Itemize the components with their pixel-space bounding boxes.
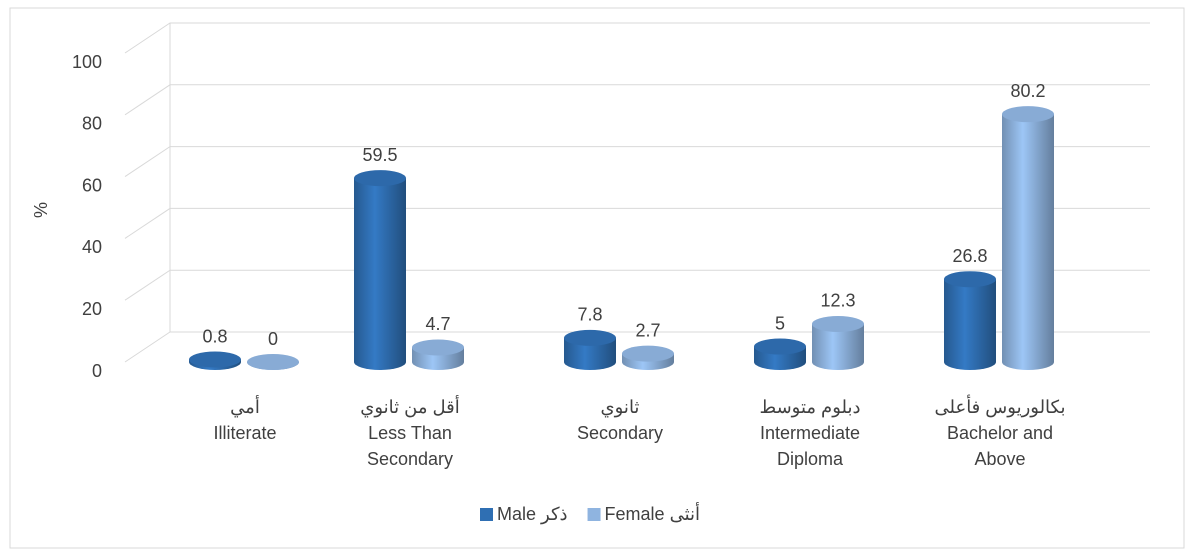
bar-top — [354, 170, 406, 187]
bar-body — [944, 279, 996, 370]
bar-top — [622, 345, 674, 362]
grid-line — [124, 84, 1150, 116]
data-label: 2.7 — [635, 320, 660, 340]
bar — [564, 329, 616, 370]
bar — [189, 351, 241, 370]
bar-top — [754, 338, 806, 355]
y-tick-label: 100 — [72, 52, 102, 72]
x-tick-label: Diploma — [777, 449, 844, 469]
bar-body — [564, 337, 616, 370]
data-label: 80.2 — [1010, 81, 1045, 101]
bar-top — [247, 354, 299, 370]
legend-label: Female أنثى — [605, 502, 700, 524]
x-tick-label: بكالوريوس فأعلى — [935, 394, 1066, 418]
grid-line — [124, 22, 1150, 54]
bar-top — [564, 329, 616, 346]
legend-label: Male ذكر — [497, 504, 568, 525]
legend-swatch — [587, 508, 601, 521]
x-tick-label: Above — [974, 449, 1025, 469]
data-label: 5 — [775, 313, 785, 333]
bar-top — [944, 271, 996, 288]
bar-top — [412, 339, 464, 356]
bar — [944, 271, 996, 370]
x-tick-label: دبلوم متوسط — [760, 397, 861, 418]
bar-top — [1002, 106, 1054, 123]
y-tick-label: 40 — [82, 237, 102, 257]
bar-top — [812, 315, 864, 332]
x-tick-label: أمي — [230, 395, 260, 417]
grid-line — [124, 269, 1150, 301]
bar-body — [1002, 114, 1054, 370]
x-tick-label: ثانوي — [601, 397, 640, 418]
bar — [622, 345, 674, 370]
data-label: 7.8 — [577, 305, 602, 325]
data-label: 0.8 — [202, 326, 227, 346]
bar — [354, 170, 406, 370]
bar — [754, 338, 806, 370]
data-label: 4.7 — [425, 314, 450, 334]
bar-top — [189, 351, 241, 368]
x-tick-label: Bachelor and — [947, 423, 1053, 443]
grid-line — [124, 146, 1150, 178]
grid-line — [124, 207, 1150, 239]
x-tick-label: Less Than — [368, 423, 452, 443]
bar-body — [812, 323, 864, 370]
bar — [247, 354, 299, 370]
y-tick-label: 60 — [82, 175, 102, 195]
data-label: 12.3 — [820, 291, 855, 311]
bar-body — [354, 178, 406, 370]
x-tick-label: Intermediate — [760, 423, 860, 443]
data-label: 26.8 — [952, 246, 987, 266]
y-tick-label: 80 — [82, 114, 102, 134]
bar — [1002, 106, 1054, 370]
y-tick-label: 0 — [92, 361, 102, 381]
data-label: 59.5 — [362, 145, 397, 165]
bar — [412, 339, 464, 370]
x-tick-label: أقل من ثانوي — [360, 395, 459, 418]
x-tick-label: Secondary — [577, 423, 663, 443]
bar — [812, 315, 864, 370]
y-axis-label: % — [31, 202, 51, 218]
x-tick-label: Illiterate — [213, 423, 276, 443]
legend-swatch — [480, 508, 493, 521]
y-tick-label: 20 — [82, 299, 102, 319]
data-label: 0 — [268, 329, 278, 349]
x-tick-label: Secondary — [367, 449, 453, 469]
